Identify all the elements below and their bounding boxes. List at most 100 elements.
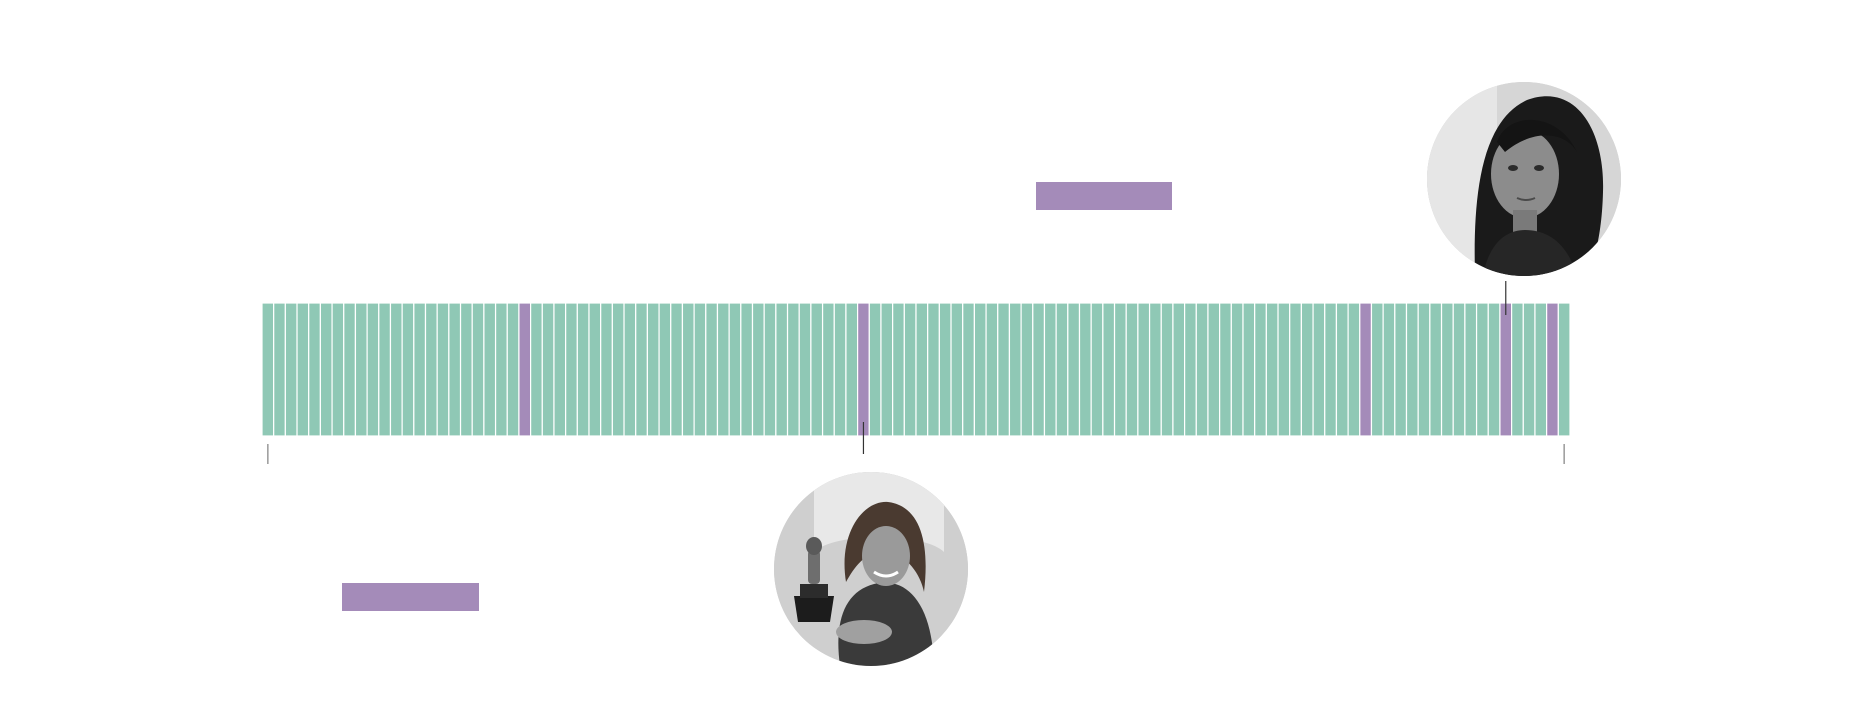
unit-cell (1487, 302, 1501, 437)
unit-cell (1370, 302, 1384, 437)
unit-cell (892, 302, 905, 437)
unit-cell (973, 302, 987, 437)
unit-cell (985, 302, 999, 437)
unit-cell (716, 302, 730, 437)
woman-portrait-icon (1427, 82, 1621, 276)
unit-cell (424, 302, 438, 437)
unit-cell (693, 302, 707, 437)
unit-cell (308, 302, 321, 437)
unit-cell (1394, 302, 1408, 437)
unit-cell (530, 302, 543, 437)
unit-cell (611, 302, 625, 437)
unit-cell (1137, 302, 1151, 437)
unit-cell (880, 302, 894, 437)
axis-ticks (267, 444, 1565, 464)
unit-cell (1557, 302, 1571, 437)
unit-cell (576, 302, 590, 437)
highlighted-unit-cell (857, 302, 870, 437)
unit-cell (915, 302, 929, 437)
unit-cell (448, 302, 462, 437)
unit-cell (763, 302, 777, 437)
unit-cell (553, 302, 567, 437)
unit-cell (296, 302, 310, 437)
unit-cell (1113, 302, 1127, 437)
unit-cell (1265, 302, 1279, 437)
unit-cell (1300, 302, 1314, 437)
unit-cell (798, 302, 812, 437)
unit-cell (378, 302, 392, 437)
unit-cell (401, 302, 415, 437)
unit-cell (436, 302, 450, 437)
unit-cell (319, 302, 333, 437)
unit-cell (565, 302, 578, 437)
unit-cell (786, 302, 800, 437)
unit-cell (623, 302, 637, 437)
unit-cell (354, 302, 368, 437)
unit-cell (1417, 302, 1431, 437)
unit-cell (833, 302, 847, 437)
unit-cell (1254, 302, 1267, 437)
unit-cell (658, 302, 672, 437)
unit-cell (635, 302, 648, 437)
unit-cell (681, 302, 695, 437)
unit-cell (459, 302, 473, 437)
unit-cell (1429, 302, 1443, 437)
unit-cell (845, 302, 859, 437)
unit-cell (646, 302, 660, 437)
unit-cell (1522, 302, 1536, 437)
unit-cell (1125, 302, 1139, 437)
unit-cell (1008, 302, 1022, 437)
unit-cell (588, 302, 602, 437)
legend-swatch-bottom (342, 583, 479, 611)
unit-cell (740, 302, 754, 437)
unit-cell (1347, 302, 1361, 437)
legend-swatch-top (1036, 182, 1172, 210)
unit-cell (1055, 302, 1069, 437)
unit-cell (1440, 302, 1454, 437)
unit-cell (494, 302, 508, 437)
unit-cell (1464, 302, 1478, 437)
woman-holding-trophy-portrait-icon (774, 472, 968, 666)
unit-cell (284, 302, 298, 437)
unit-cell (868, 302, 882, 437)
unit-cell (366, 302, 380, 437)
unit-cell (331, 302, 345, 437)
unit-cell (1020, 302, 1034, 437)
unit-cell (670, 302, 684, 437)
unit-cell (810, 302, 824, 437)
highlighted-unit-cell (518, 302, 532, 437)
highlighted-unit-cell (1359, 302, 1373, 437)
unit-cell (997, 302, 1011, 437)
highlighted-unit-cell (1546, 302, 1559, 437)
unit-cell (751, 302, 765, 437)
unit-cell (927, 302, 940, 437)
unit-cell (261, 302, 275, 437)
unit-cell (1405, 302, 1419, 437)
unit-cell (1148, 302, 1162, 437)
unit-cell (273, 302, 286, 437)
unit-cell (1452, 302, 1466, 437)
unit-cell (1078, 302, 1092, 437)
callout-leaders (862, 281, 1507, 454)
unit-cell (1475, 302, 1489, 437)
unit-cell (1289, 302, 1302, 437)
unit-cell (1067, 302, 1081, 437)
unit-cell (1172, 302, 1186, 437)
unit-cell (1195, 302, 1209, 437)
unit-cell (506, 302, 520, 437)
unit-cell (705, 302, 719, 437)
unit-cell (1219, 302, 1232, 437)
unit-cell (1032, 302, 1046, 437)
unit-cell (1090, 302, 1104, 437)
unit-cell (483, 302, 497, 437)
unit-cell (775, 302, 789, 437)
unit-cell (1324, 302, 1338, 437)
unit-cell (1242, 302, 1256, 437)
unit-cell (389, 302, 403, 437)
unit-cell (471, 302, 485, 437)
unit-cell (903, 302, 917, 437)
unit-cell (1207, 302, 1221, 437)
unit-cell (821, 302, 835, 437)
